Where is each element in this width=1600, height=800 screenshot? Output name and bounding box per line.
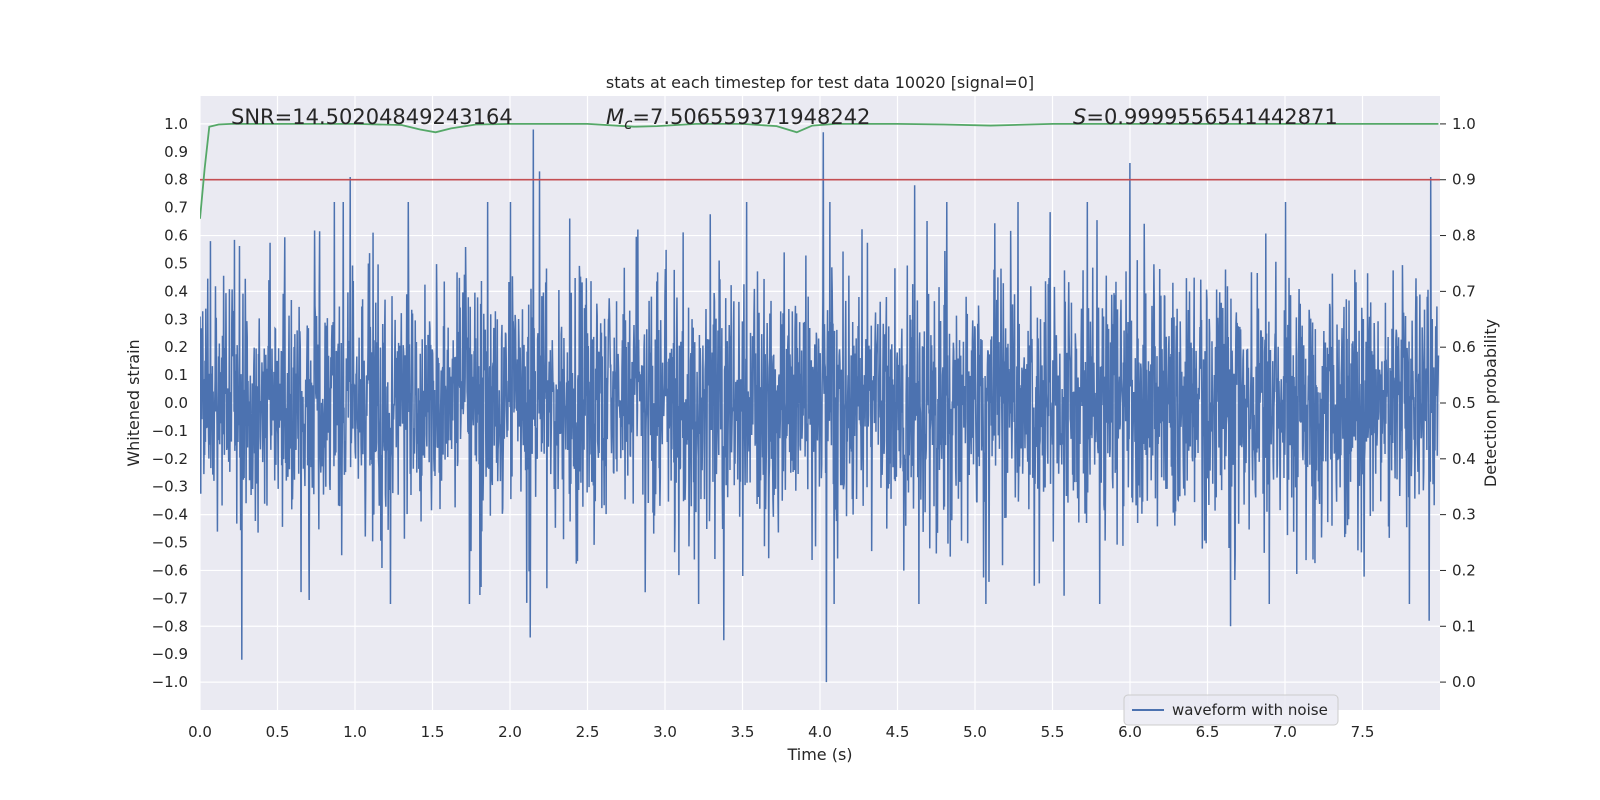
y-tick-label: −0.5 <box>152 534 188 552</box>
x-tick-label: 0.0 <box>188 723 212 741</box>
x-tick-label: 6.5 <box>1196 723 1220 741</box>
x-tick-label: 4.0 <box>808 723 832 741</box>
y-tick-label: −0.1 <box>152 422 188 440</box>
x-tick-label: 2.0 <box>498 723 522 741</box>
x-tick-label: 7.0 <box>1273 723 1297 741</box>
y-axis: 1.0 0.9 0.8 0.7 0.6 0.5 0.4 0.3 0.2 0.1 0.0 −0.1 −0.… <box>152 115 188 691</box>
y-tick-label: −0.6 <box>152 561 188 579</box>
y-tick-label: 0.9 <box>164 143 188 161</box>
y2-tick-label: 0.2 <box>1452 561 1476 579</box>
y2-tick-label: 0.5 <box>1452 394 1476 412</box>
x-tick-label: 5.5 <box>1041 723 1065 741</box>
legend-label-waveform: waveform with noise <box>1172 701 1328 719</box>
y-tick-label: −0.7 <box>152 589 188 607</box>
y2-tick-label: 0.0 <box>1452 673 1476 691</box>
y2-tick-label: 0.1 <box>1452 617 1476 635</box>
y-tick-label: 0.5 <box>164 254 188 272</box>
y2-tick-label: 0.3 <box>1452 506 1476 524</box>
y2-tick-label: 0.7 <box>1452 282 1476 300</box>
series-area <box>200 123 1440 683</box>
x-tick-label: 7.5 <box>1351 723 1375 741</box>
annotation-snr: SNR=14.50204849243164 <box>231 105 513 129</box>
y2-tick-label: 0.9 <box>1452 171 1476 189</box>
y2-tick-label: 0.8 <box>1452 227 1476 245</box>
y-tick-label: 0.7 <box>164 199 188 217</box>
y-tick-label: 0.0 <box>164 394 188 412</box>
y-tick-label: 0.2 <box>164 338 188 356</box>
x-tick-label: 2.5 <box>576 723 600 741</box>
y-axis-label: Whitened strain <box>124 339 143 466</box>
y-tick-label: 0.6 <box>164 227 188 245</box>
s-value: =0.9999556541442871 <box>1086 105 1337 129</box>
y2-tick-label: 0.6 <box>1452 338 1476 356</box>
legend-box <box>1123 694 1339 726</box>
chirp-mass-value: =7.506559371948242 <box>632 105 870 129</box>
annotation-s: S=0.9999556541442871 <box>1073 105 1338 129</box>
y2-tick-label: 0.4 <box>1452 450 1476 468</box>
y-tick-label: −0.3 <box>152 478 188 496</box>
x-tick-label: 3.5 <box>731 723 755 741</box>
s-symbol: S <box>1073 105 1086 129</box>
y-tick-label: 0.4 <box>164 282 188 300</box>
x-tick-label: 3.0 <box>653 723 677 741</box>
legend: waveform with noise <box>1123 694 1339 726</box>
y2-axis-label: Detection probability <box>1481 319 1500 487</box>
series-detection-probability-line <box>200 123 1439 219</box>
x-axis: 0.0 0.5 1.0 1.5 2.0 2.5 3.0 3.5 4.0 4.5 5.0 5.5 6.0 6… <box>188 723 1374 741</box>
y2-axis: 1.0 0.9 0.8 0.7 0.6 0.5 0.4 0.3 0.2 0.1 0.0 <box>1440 115 1476 691</box>
y2-tick-label: 1.0 <box>1452 115 1476 133</box>
y-tick-label: −1.0 <box>152 673 188 691</box>
chirp-mass-symbol: M <box>606 105 624 129</box>
x-tick-label: 5.0 <box>963 723 987 741</box>
x-tick-label: 1.5 <box>421 723 445 741</box>
x-tick-label: 6.0 <box>1118 723 1142 741</box>
chart-title: stats at each timestep for test data 100… <box>606 73 1034 92</box>
x-tick-label: 1.0 <box>343 723 367 741</box>
y-tick-label: −0.9 <box>152 645 188 663</box>
y-tick-label: 0.8 <box>164 171 188 189</box>
x-tick-label: 4.5 <box>886 723 910 741</box>
x-tick-label: 0.5 <box>266 723 290 741</box>
y-tick-label: 1.0 <box>164 115 188 133</box>
y-tick-label: 0.3 <box>164 310 188 328</box>
series-waveform-line <box>200 129 1440 683</box>
x-axis-label: Time (s) <box>786 745 852 764</box>
y-tick-label: 0.1 <box>164 366 188 384</box>
chirp-mass-subscript: c <box>624 115 633 133</box>
y-tick-label: −0.4 <box>152 506 188 524</box>
y-tick-label: −0.8 <box>152 617 188 635</box>
annotation-chirp-mass: Mc=7.506559371948242 <box>606 105 870 133</box>
y-tick-label: −0.2 <box>152 450 188 468</box>
